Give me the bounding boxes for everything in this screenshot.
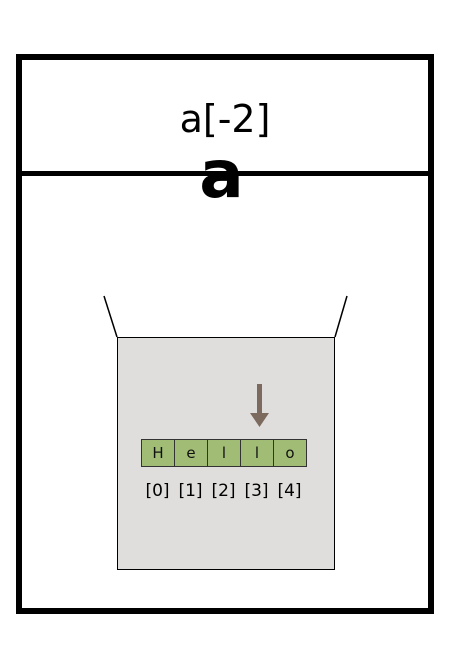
array-cell: H (141, 439, 175, 467)
expression-label: a[-2] (179, 96, 271, 141)
array-cell: l (207, 439, 241, 467)
array-cell: l (240, 439, 274, 467)
array-cell: e (174, 439, 208, 467)
array-index-label: [4] (277, 481, 302, 501)
index-pointer-arrow-icon (250, 384, 269, 427)
card-header: a[-2] (22, 60, 428, 176)
bucket-left-edge (103, 295, 118, 338)
array-index-label: [1] (178, 481, 203, 501)
variable-name: a (199, 136, 244, 213)
array-index-label: [2] (211, 481, 236, 501)
array-cells: H e l l o (141, 439, 307, 467)
array-indices: [0] [1] [2] [3] [4] (141, 481, 306, 501)
bucket-right-edge (334, 295, 348, 338)
array-cell: o (273, 439, 307, 467)
array-index-label: [3] (244, 481, 269, 501)
array-index-label: [0] (145, 481, 170, 501)
